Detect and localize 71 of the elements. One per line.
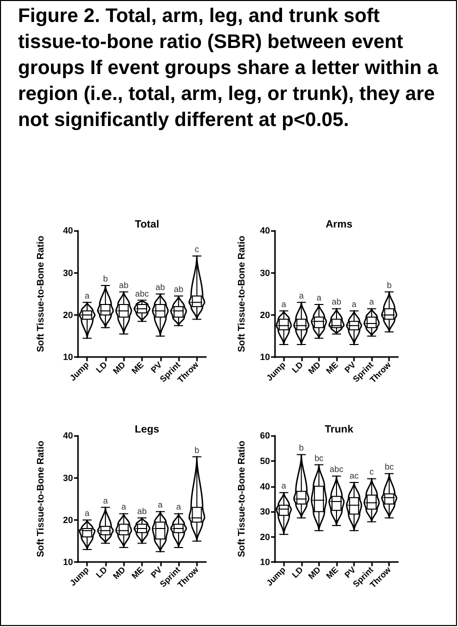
y-tick-label: 10 bbox=[260, 557, 270, 568]
x-tick-label: PV bbox=[148, 564, 164, 580]
annotation: ac bbox=[350, 470, 360, 481]
y-tick-label: 10 bbox=[260, 352, 270, 362]
y-axis-title: Soft Tissue-to-Bone Ratio bbox=[36, 236, 46, 352]
annotation: c bbox=[370, 466, 375, 477]
annotation: a bbox=[84, 508, 90, 518]
annotation: a bbox=[352, 298, 357, 309]
annotation: c bbox=[194, 244, 200, 254]
annotation: a bbox=[369, 296, 374, 307]
y-tick-label: 20 bbox=[62, 515, 73, 526]
y-tick-label: 30 bbox=[62, 268, 73, 278]
annotation: ab bbox=[174, 284, 184, 294]
chart-title: Legs bbox=[134, 424, 160, 436]
chart-title: Total bbox=[134, 218, 160, 230]
y-axis-title: Soft Tissue-to-Bone Ratio bbox=[36, 440, 46, 558]
annotation: b bbox=[386, 280, 392, 290]
x-tick-label: PV bbox=[342, 359, 358, 375]
y-tick-label: 40 bbox=[260, 481, 270, 492]
annotation: a bbox=[298, 290, 304, 300]
y-tick-label: 50 bbox=[260, 456, 270, 466]
annotation: ab bbox=[156, 282, 166, 292]
annotation: bc bbox=[384, 462, 394, 472]
annotation: a bbox=[281, 480, 286, 491]
annotation: a bbox=[176, 502, 182, 512]
annotation: b bbox=[103, 274, 108, 284]
x-tick-label: ME bbox=[324, 359, 340, 376]
annotation: b bbox=[298, 442, 304, 453]
annotation: a bbox=[84, 290, 90, 300]
annotation: a bbox=[103, 495, 108, 506]
x-tick-label: ME bbox=[129, 564, 146, 581]
annotation: abc bbox=[135, 288, 150, 298]
y-tick-label: 10 bbox=[62, 557, 73, 568]
x-tick-label: LD bbox=[290, 360, 305, 375]
y-axis-title: Soft Tissue-to-Bone Ratio bbox=[236, 440, 248, 558]
x-tick-label: ME bbox=[129, 359, 146, 376]
chart-title: Trunk bbox=[324, 424, 354, 436]
x-tick-label: ME bbox=[324, 564, 340, 581]
y-tick-label: 60 bbox=[260, 430, 270, 441]
y-tick-label: 20 bbox=[62, 310, 73, 320]
annotation: a bbox=[281, 298, 286, 309]
y-tick-label: 30 bbox=[260, 268, 270, 278]
y-tick-label: 10 bbox=[62, 352, 73, 362]
chart-title: Arms bbox=[326, 218, 353, 230]
x-tick-label: MD bbox=[110, 360, 128, 376]
annotation: b bbox=[194, 444, 200, 455]
annotation: a bbox=[158, 500, 163, 510]
annotation: ab bbox=[137, 506, 147, 516]
y-tick-label: 40 bbox=[62, 226, 73, 236]
y-tick-label: 20 bbox=[260, 532, 270, 542]
x-tick-label: PV bbox=[148, 359, 164, 375]
y-tick-label: 40 bbox=[62, 430, 73, 441]
x-tick-label: LD bbox=[94, 564, 109, 580]
x-tick-label: MD bbox=[110, 564, 128, 582]
x-tick-label: MD bbox=[306, 360, 322, 376]
annotation: a bbox=[316, 292, 322, 302]
annotation: bc bbox=[314, 452, 324, 463]
y-tick-label: 30 bbox=[260, 506, 270, 517]
x-tick-label: MD bbox=[306, 564, 322, 582]
annotation: a bbox=[121, 502, 126, 512]
annotation: abc bbox=[330, 464, 344, 474]
x-tick-label: LD bbox=[94, 360, 109, 375]
y-tick-label: 40 bbox=[260, 226, 270, 236]
y-tick-label: 30 bbox=[62, 472, 73, 483]
annotation: ab bbox=[118, 280, 129, 290]
x-tick-label: PV bbox=[342, 564, 358, 580]
annotation: ab bbox=[332, 296, 342, 307]
text: Figure 2. Total, arm, leg, and trunk soft tissue-to-bone ratio (SBR) between event groups If event groups share a letter within a region (i.e., total, arm, leg, or trunk), they are not significantly different at p<0.05. bbox=[18, 4, 440, 133]
x-tick-label: LD bbox=[290, 564, 305, 580]
y-tick-label: 20 bbox=[260, 310, 270, 320]
y-axis-title: Soft Tissue-to-Bone Ratio bbox=[236, 236, 248, 352]
